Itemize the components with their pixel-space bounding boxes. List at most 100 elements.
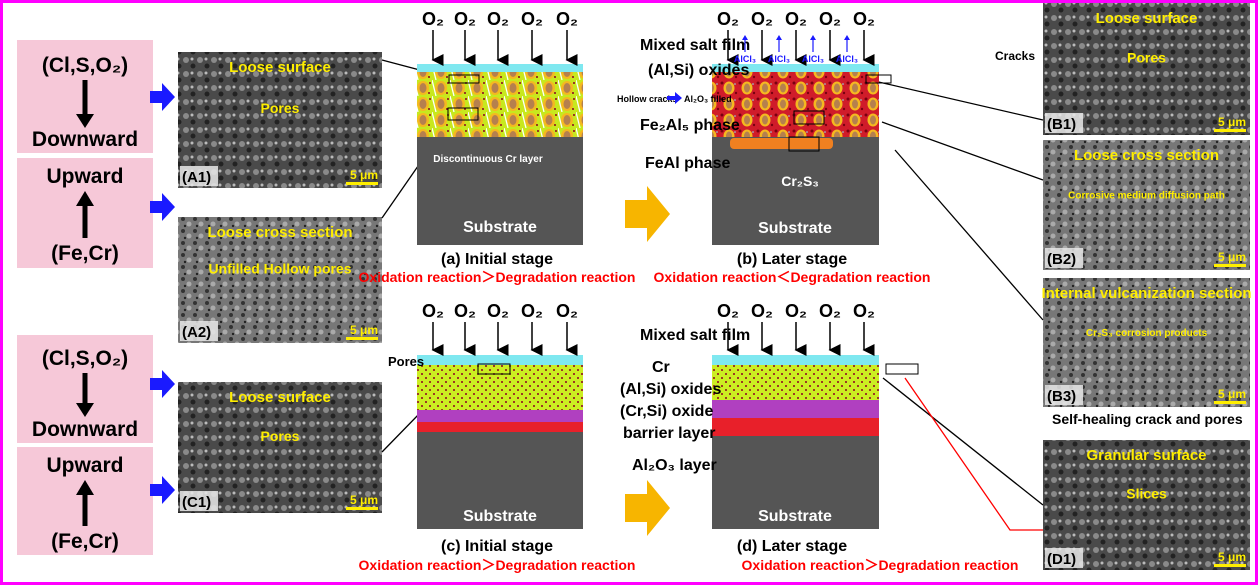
sem-title: Loose surface: [229, 59, 331, 76]
arrow-up-icon: [76, 191, 94, 206]
cr-layer-label: Discontinuous Cr layer: [433, 154, 543, 165]
arrow-right-icon: [150, 83, 175, 111]
sem-title: Loose cross section: [207, 224, 352, 241]
cr2s3-layer: [730, 138, 833, 149]
pores-label: Pores: [388, 354, 424, 369]
self-healing-label: Self-healing crack and pores: [1052, 411, 1243, 427]
sem-annotation: Pores: [261, 100, 300, 116]
arrow-right-icon: [150, 193, 175, 221]
o2-label: O₂: [521, 301, 543, 321]
sem-annotation: Unfilled Hollow pores: [208, 261, 351, 277]
o2-label: O₂: [717, 301, 739, 321]
cr-si-oxide-layer: [417, 410, 583, 422]
substrate-label: Substrate: [463, 508, 537, 525]
al-si-oxides-label: (Al,Si) oxides: [648, 62, 749, 79]
o2-label: O₂: [785, 301, 807, 321]
layer-labels: Mixed salt film (Al,Si) oxides Hollow cr…: [617, 37, 1035, 474]
al2o3-layer: [712, 418, 879, 436]
sem-id-label: (A2): [182, 324, 211, 341]
o2-label: O₂: [785, 9, 807, 29]
sem-id-label: (B2): [1047, 251, 1076, 268]
sem-id-label: (A1): [182, 169, 211, 186]
reaction-relation: Oxidation reaction＜Degradation reaction: [654, 269, 931, 285]
sem-id-label: (B1): [1047, 116, 1076, 133]
substrate-label: Substrate: [758, 220, 832, 237]
panel-caption: (b) Later stage: [737, 251, 847, 268]
o2-label: O₂: [751, 9, 773, 29]
salt-film: [712, 64, 879, 72]
sem-title: Internal vulcanization section: [1041, 285, 1251, 302]
sem-image-b3: Internal vulcanization section Cr₂S₃ corr…: [1041, 278, 1252, 407]
flux-top-label: Upward: [46, 454, 123, 477]
sem-image-b2: Loose cross section Corrosive medium diff…: [1043, 140, 1250, 270]
panel-caption: (c) Initial stage: [441, 538, 553, 555]
arrow-up-icon: [810, 35, 816, 40]
scale-bar: [1214, 401, 1246, 404]
scale-bar-label: 5 μm: [1218, 115, 1246, 129]
sem-image-a1: Loose surface Pores (A1) 5 μm: [178, 52, 382, 188]
alcl3-label: AlCl₃: [836, 54, 858, 64]
o2-label: O₂: [454, 9, 476, 29]
scale-bar-label: 5 μm: [1218, 387, 1246, 401]
coating-layer: [417, 72, 583, 137]
arrow-up-icon: [776, 35, 782, 40]
sem-title: Loose cross section: [1074, 147, 1219, 164]
alcl3-label: AlCl₃: [802, 54, 824, 64]
sem-title: Loose surface: [229, 389, 331, 406]
barrier-layer-label: barrier layer: [623, 425, 716, 442]
sem-image-d1: Granular surface Slices (D1) 5 μm: [1043, 440, 1250, 570]
cracks-label: Cracks: [995, 49, 1035, 63]
hollow-cracks-label: Hollow cracks: [617, 94, 678, 104]
salt-film: [417, 64, 583, 72]
o2-label: O₂: [556, 9, 578, 29]
arrow-right-icon: [150, 370, 175, 398]
arrow-up-icon: [76, 480, 94, 495]
scale-bar-label: 5 μm: [350, 493, 378, 507]
sem-id-label: (B3): [1047, 388, 1076, 405]
cr-si-oxide-label: (Cr,Si) oxide: [620, 403, 713, 420]
arrow-right-icon: [625, 186, 670, 242]
cr2s3-label: Cr₂S₃: [781, 173, 819, 189]
sem-image-a2: Loose cross section Unfilled Hollow pores…: [178, 217, 382, 343]
cr-si-oxide-layer: [712, 400, 879, 418]
flux-top-label: (Cl,S,O₂): [42, 54, 128, 77]
scale-bar: [346, 507, 378, 510]
mixed-salt-film-label: Mixed salt film: [640, 327, 750, 344]
o2-label: O₂: [819, 301, 841, 321]
flux-top-label: Upward: [46, 165, 123, 188]
scale-bar-label: 5 μm: [1218, 250, 1246, 264]
panel-d-later-stage: Substrate (d) Later stage Oxidation reac…: [712, 355, 1243, 573]
scale-bar-label: 5 μm: [350, 323, 378, 337]
substrate: [417, 137, 583, 245]
scale-bar: [1214, 264, 1246, 267]
sem-id-label: (D1): [1047, 551, 1076, 568]
arrow-down-icon: [76, 114, 94, 128]
o2-label: O₂: [556, 301, 578, 321]
o2-label: O₂: [487, 9, 509, 29]
arrow-up-icon: [844, 35, 850, 40]
fe2al5-label: Fe₂Al₅ phase: [640, 117, 740, 134]
left-flux-group-3: (Cl,S,O₂) Downward: [17, 335, 153, 443]
al-si-oxide-layer: [417, 365, 583, 410]
sem-image-c1: Loose surface Pores (C1) 5 μm: [178, 382, 382, 513]
salt-film: [417, 355, 583, 365]
al-si-oxide-layer: [712, 365, 879, 400]
o2-label: O₂: [819, 9, 841, 29]
flux-bottom-label: Downward: [32, 418, 138, 441]
sem-annotation: Pores: [261, 428, 300, 444]
o2-label: O₂: [487, 301, 509, 321]
feal-label: FeAl phase: [645, 155, 730, 172]
substrate: [712, 137, 879, 245]
blue-arrows: [150, 83, 175, 504]
coating-layer: [712, 72, 879, 137]
left-flux-group-1: (Cl,S,O₂) Downward: [17, 40, 153, 153]
o2-label: O₂: [521, 9, 543, 29]
alcl3-label: AlCl₃: [768, 54, 790, 64]
reaction-relation: Oxidation reaction＞Degradation reaction: [742, 557, 1019, 573]
left-flux-group-4: Upward (Fe,Cr): [17, 447, 153, 555]
substrate-label: Substrate: [758, 508, 832, 525]
scale-bar-label: 5 μm: [350, 168, 378, 182]
sem-annotation: Corrosive medium diffusion path: [1068, 191, 1225, 202]
reaction-relation: Oxidation reaction＞Degradation reaction: [359, 269, 636, 285]
